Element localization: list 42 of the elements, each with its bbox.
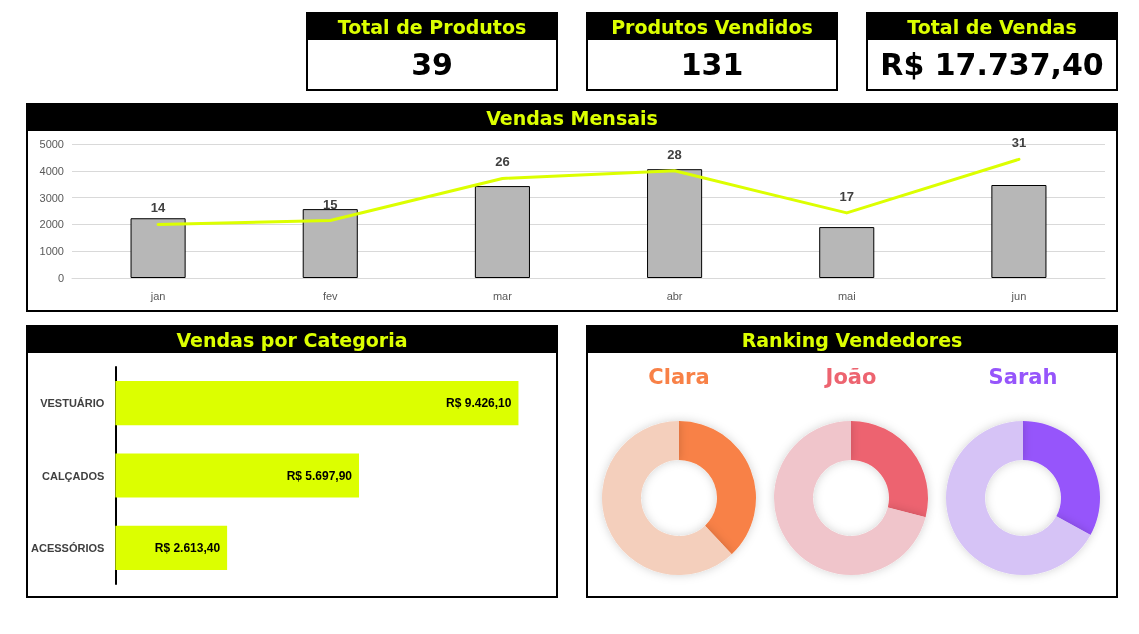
x-tick-label: abr — [666, 289, 683, 302]
chart-title: Vendas por Categoria — [28, 327, 556, 353]
bar — [302, 209, 358, 278]
bar — [819, 227, 875, 278]
text: Total de Produtos — [308, 14, 556, 40]
text: R$ 17.737,40 — [879, 46, 1105, 84]
text: Produtos Vendidos — [588, 14, 836, 40]
bar — [130, 218, 186, 278]
y-tick-label: 0 — [57, 272, 64, 284]
text: 39 — [410, 46, 454, 84]
x-tick-label: jan — [149, 289, 166, 302]
text: Ranking Vendedores — [588, 327, 1116, 353]
data-label: 26 — [495, 154, 510, 170]
y-tick-label: 2000 — [39, 218, 64, 231]
data-label: 14 — [150, 200, 167, 216]
bar — [647, 169, 703, 278]
y-tick-label: VESTUÁRIO — [40, 397, 105, 410]
data-label: R$ 2.613,40 — [154, 540, 221, 555]
text: Total de Vendas — [868, 14, 1116, 40]
data-label: 17 — [839, 188, 854, 204]
y-tick-label: 3000 — [39, 191, 64, 204]
x-tick-label: jun — [1010, 289, 1027, 302]
y-tick-label: 1000 — [39, 245, 64, 258]
y-tick-label: ACESSÓRIOS — [30, 541, 105, 554]
chart-title: João — [823, 365, 878, 389]
data-label: 28 — [667, 146, 682, 162]
chart-title: Vendas Mensais — [28, 105, 1116, 131]
data-label: R$ 9.426,10 — [446, 396, 512, 411]
data-label: 15 — [323, 196, 338, 212]
x-tick-label: fev — [322, 289, 339, 302]
data-label: R$ 5.697,90 — [286, 468, 353, 483]
x-tick-label: mar — [492, 289, 513, 302]
y-tick-label: 4000 — [39, 164, 64, 177]
y-tick-label: CALÇADOS — [42, 469, 105, 482]
y-tick-label: 5000 — [39, 138, 64, 150]
chart-title: Clara — [647, 365, 711, 389]
data-label: 31 — [1011, 135, 1027, 151]
bar — [474, 186, 530, 278]
x-tick-label: mai — [837, 289, 856, 302]
bar — [991, 185, 1047, 278]
chart-title: Sarah — [987, 365, 1059, 389]
text: 131 — [679, 46, 745, 84]
